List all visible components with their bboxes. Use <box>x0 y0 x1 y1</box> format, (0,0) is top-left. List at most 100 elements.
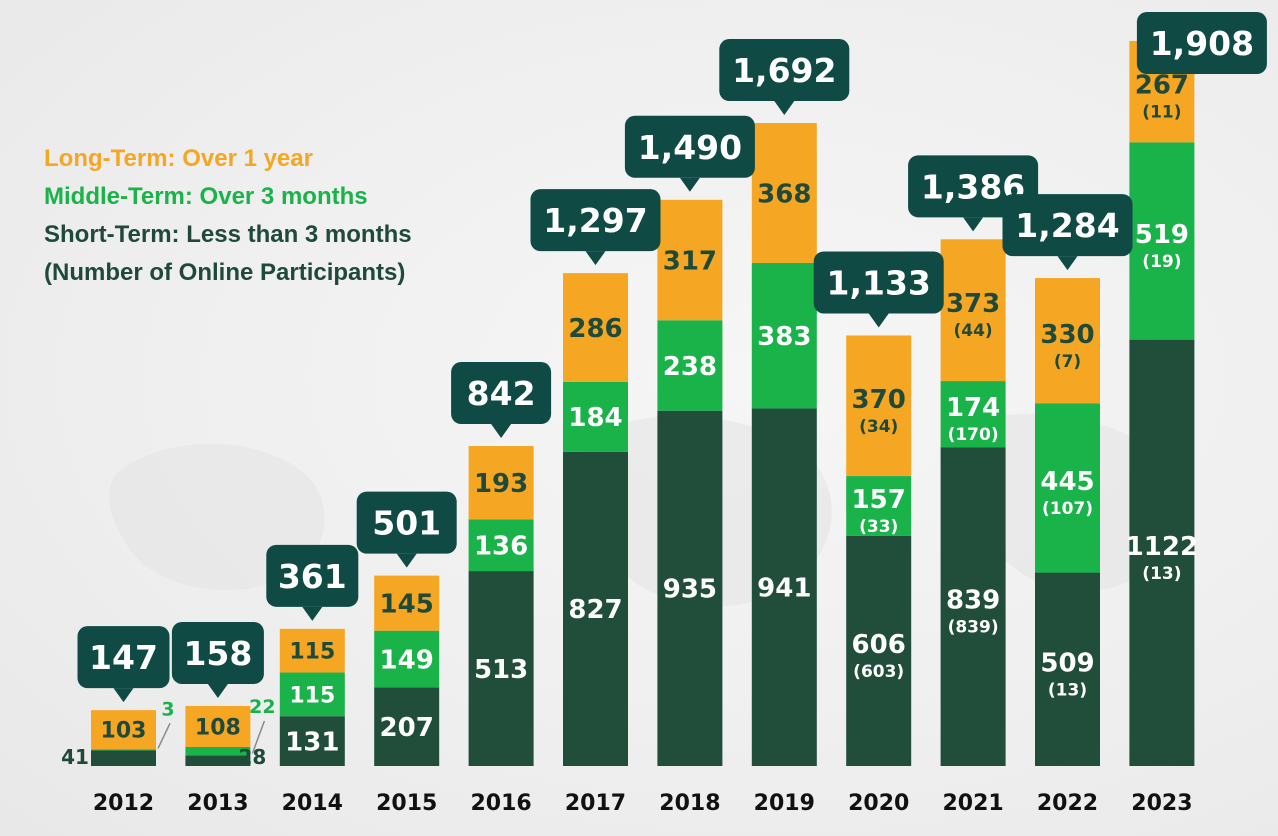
total-label: 1,692 <box>732 51 836 90</box>
callout-box <box>624 115 755 178</box>
online-label-short-term: (13) <box>1048 680 1087 700</box>
data-label-short-term: 509 <box>1040 648 1094 678</box>
bar-middle-term-2023 <box>1129 142 1195 340</box>
bar-middle-term-2021 <box>940 381 1006 448</box>
bar-middle-term-2020 <box>846 476 912 536</box>
callout-pointer <box>113 688 134 703</box>
total-callout-2023: 1,908 <box>1136 12 1267 74</box>
data-label-short-term: 131 <box>285 727 339 757</box>
bar-short-term-2012 <box>91 750 156 766</box>
online-label-long-term: (7) <box>1054 352 1081 372</box>
data-label-short-term: 513 <box>474 655 528 685</box>
x-tick-label: 2018 <box>659 791 720 816</box>
callout-box <box>77 626 170 689</box>
callout-box <box>719 39 850 102</box>
data-label-middle-term: 383 <box>757 322 811 352</box>
data-label-short-term: 827 <box>568 595 622 625</box>
online-label-long-term: (44) <box>953 321 992 341</box>
total-callout-2015: 501 <box>356 491 457 568</box>
callout-box <box>813 251 944 314</box>
data-label-long-term: 145 <box>380 590 434 620</box>
bar-middle-term-2016 <box>468 519 534 572</box>
data-label-middle-term: 136 <box>474 532 528 562</box>
bar-long-term-2014 <box>279 628 345 673</box>
online-label-middle-term: (170) <box>948 425 999 445</box>
leader-line <box>157 722 171 749</box>
online-label-long-term: (34) <box>859 417 898 437</box>
bar-short-term-2020 <box>846 535 912 766</box>
legend-long-term: Long-Term: Over 1 year <box>44 145 313 172</box>
total-callout-2013: 158 <box>171 621 264 698</box>
x-tick-label: 2012 <box>93 791 154 816</box>
data-label-long-term: 368 <box>757 179 811 209</box>
total-label: 1,133 <box>827 263 931 302</box>
online-label-short-term: (839) <box>948 618 999 638</box>
bar-short-term-2021 <box>940 447 1006 766</box>
bar-short-term-2014 <box>279 716 345 766</box>
data-label-long-term: 108 <box>195 715 241 740</box>
legend-middle-term: Middle-Term: Over 3 months <box>44 183 368 210</box>
legend: Long-Term: Over 1 year Middle-Term: Over… <box>44 140 412 292</box>
bar-middle-term-2013 <box>185 747 251 756</box>
total-callout-2016: 842 <box>451 362 552 439</box>
callout-box <box>356 491 457 554</box>
x-tick-label: 2016 <box>470 791 531 816</box>
bar-short-term-2017 <box>563 451 628 766</box>
total-label: 147 <box>89 638 158 677</box>
total-callout-2019: 1,692 <box>719 39 850 116</box>
bar-short-term-2019 <box>751 408 817 766</box>
total-label: 1,284 <box>1015 206 1119 245</box>
callout-pointer <box>774 101 795 116</box>
total-callout-2022: 1,284 <box>1002 194 1133 271</box>
data-label-short-term: 1122 <box>1126 532 1198 562</box>
callout-box <box>171 621 264 684</box>
callout-pointer <box>491 424 512 439</box>
online-label-short-term: (603) <box>853 662 904 682</box>
callout-pointer <box>302 606 323 621</box>
callout-box <box>451 362 552 425</box>
data-label-middle-term: 445 <box>1040 467 1094 497</box>
x-tick-label: 2020 <box>848 791 909 816</box>
bar-long-term-2015 <box>374 575 440 631</box>
bar-middle-term-2019 <box>751 262 817 409</box>
total-callout-2014: 361 <box>266 544 359 621</box>
callout-pointer <box>1057 256 1078 271</box>
total-label: 842 <box>467 374 536 413</box>
bar-middle-term-2018 <box>657 320 723 411</box>
total-label: 1,297 <box>543 201 647 240</box>
bar-long-term-2021 <box>940 239 1006 382</box>
bar-long-term-2016 <box>468 446 534 520</box>
callout-pointer <box>963 217 984 232</box>
bar-short-term-2022 <box>1035 572 1100 766</box>
bar-long-term-2017 <box>563 273 628 382</box>
x-tick-label: 2014 <box>282 791 343 816</box>
legend-online-note: (Number of Online Participants) <box>44 259 406 286</box>
bar-middle-term-2015 <box>374 630 440 688</box>
x-tick-label: 2013 <box>187 791 248 816</box>
total-label: 1,908 <box>1150 24 1254 63</box>
x-tick-label: 2015 <box>376 791 437 816</box>
x-tick-label: 2019 <box>754 791 815 816</box>
data-label-long-term: 330 <box>1040 320 1094 350</box>
data-label-short-term: 839 <box>946 586 1000 616</box>
data-label-long-term: 103 <box>101 719 147 744</box>
data-label-short-term: 41 <box>61 745 89 769</box>
callout-pointer <box>585 251 606 266</box>
total-callout-2018: 1,490 <box>624 115 755 192</box>
data-label-middle-term: 519 <box>1135 220 1189 250</box>
data-label-long-term: 373 <box>946 289 1000 319</box>
bar-long-term-2012 <box>91 710 156 750</box>
callout-box <box>266 544 359 607</box>
data-label-middle-term: 238 <box>663 352 717 382</box>
data-label-middle-term: 3 <box>161 698 174 720</box>
x-tick-label: 2021 <box>942 791 1003 816</box>
callout-box <box>1002 194 1133 257</box>
callout-box <box>1136 12 1267 74</box>
data-label-long-term: 267 <box>1135 71 1189 101</box>
bar-short-term-2015 <box>374 687 440 766</box>
data-label-long-term: 193 <box>474 469 528 499</box>
bar-short-term-2023 <box>1129 339 1195 766</box>
online-label-middle-term: (33) <box>859 517 898 537</box>
data-label-short-term: 941 <box>757 574 811 604</box>
